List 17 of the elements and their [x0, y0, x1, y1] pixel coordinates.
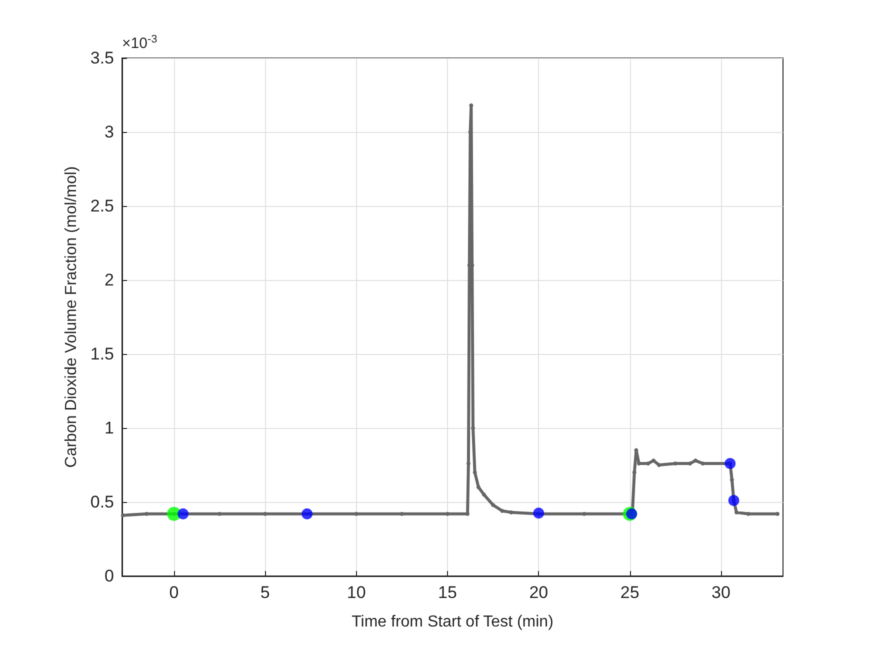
x-tick-label: 0 [169, 583, 179, 602]
x-tick-label: 10 [346, 583, 366, 602]
x-tick-label: 20 [529, 583, 548, 602]
x-tick-label: 15 [438, 583, 457, 602]
x-tick-label: 25 [620, 583, 640, 602]
x-tick-label: 30 [712, 583, 730, 602]
y-axis-title: Carbon Dioxide Volume Fraction (mol/mol) [62, 166, 80, 468]
x-axis-title: Time from Start of Test (min) [352, 614, 554, 630]
y-tick-label: 2 [104, 270, 114, 290]
y-tick-label: 0.5 [90, 492, 114, 512]
y-tick-label: 1 [104, 418, 114, 438]
y-tick-label: 0 [104, 566, 114, 586]
y-tick-label: 1.5 [90, 344, 114, 364]
y-tick-label: 3.5 [90, 48, 114, 68]
x-tick-label: 5 [260, 583, 270, 602]
y-tick-label: 3 [104, 122, 114, 142]
y-tick-label: 2.5 [90, 196, 114, 216]
